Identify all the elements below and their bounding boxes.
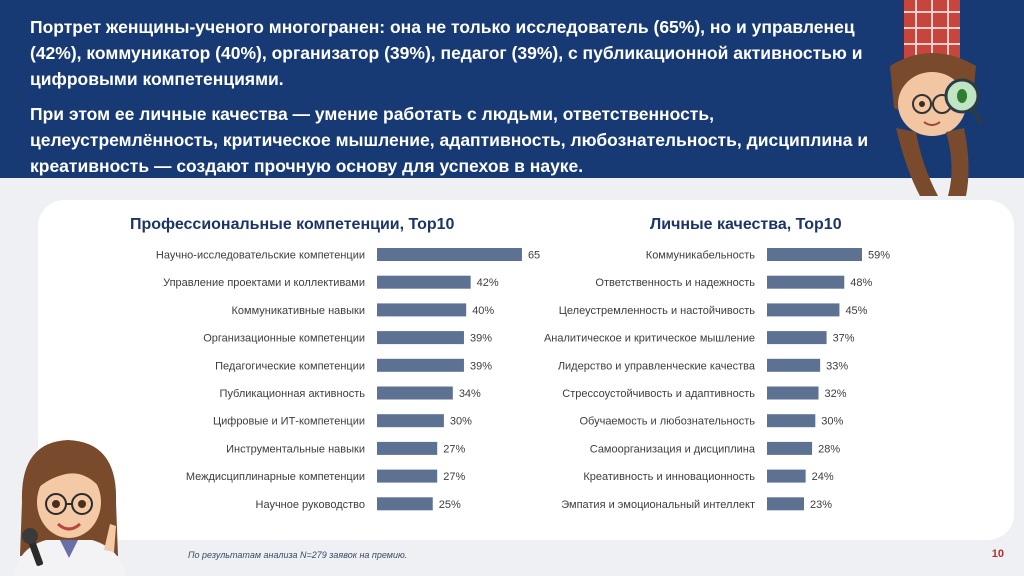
header-paragraph-1: Портрет женщины-ученого многогранен: она… [30,17,863,89]
category-label: Научное руководство [256,499,365,511]
footnote: По результатам анализа N=279 заявок на п… [188,550,408,560]
value-label: 40% [472,305,494,317]
value-label: 25% [439,499,461,511]
category-label: Публикационная активность [220,388,366,400]
chart-title-personal: Личные качества, Top10 [650,216,842,233]
value-label: 65% [528,250,540,262]
bar [767,386,819,400]
value-label: 42% [477,277,499,289]
category-label: Стрессоустойчивость и адаптивность [562,388,755,400]
category-label: Коммуникативные навыки [231,305,365,317]
chart-title-professional: Профессиональные компетенции, Top10 [130,216,455,233]
chart-professional-competencies: Профессиональные компетенции, Top10 Науч… [40,210,540,530]
scientist-with-magnifier-illustration [890,0,984,196]
value-label: 30% [821,416,843,428]
value-label: 27% [443,443,465,455]
bar [377,331,464,345]
bar [377,275,471,289]
value-label: 45% [845,305,867,317]
bar [767,303,840,317]
category-label: Самоорганизация и дисциплина [590,443,756,455]
bar [767,248,862,261]
bar [767,275,845,289]
bar [767,358,821,372]
category-label: Управление проектами и коллективами [163,277,365,289]
header-paragraph-2: При этом ее личные качества — умение раб… [30,104,869,176]
category-label: Обучаемость и любознательность [579,416,755,428]
category-label: Организационные компетенции [203,333,365,345]
bar [377,358,464,372]
value-label: 32% [825,388,847,400]
category-label: Ответственность и надежность [595,277,755,289]
bar [377,441,438,455]
bar [377,414,444,428]
value-label: 48% [850,277,872,289]
category-label: Целеустремленность и настойчивость [559,305,755,317]
chart-professional-svg: Научно-исследовательские компетенции 65% У… [156,248,540,511]
value-label: 30% [450,416,472,428]
value-label: 37% [833,333,855,345]
chart-personal-svg: Коммуникабельность 59% Ответственность и н… [544,248,890,511]
category-label: Коммуникабельность [646,250,755,262]
bar [767,469,806,483]
bar [767,331,827,345]
category-label: Цифровые и ИТ-компетенции [213,416,365,428]
header-banner: Портрет женщины-ученого многогранен: она… [0,0,1024,178]
value-label: 39% [470,360,492,372]
value-label: 39% [470,333,492,345]
category-label: Междисциплинарные компетенции [186,471,365,483]
category-label: Креативность и инновационность [583,471,755,483]
bar [767,497,805,511]
category-label: Лидерство и управленческие качества [558,360,756,372]
bar [377,386,453,400]
value-label: 24% [812,471,834,483]
value-label: 27% [443,471,465,483]
category-label: Научно-исследовательские компетенции [156,250,365,262]
bar [767,414,816,428]
chart-personal-qualities: Личные качества, Top10 Коммуникабельност… [510,210,990,530]
category-label: Аналитическое и критическое мышление [544,333,755,345]
page-number: 10 [991,548,1004,560]
value-label: 59% [868,250,890,262]
header-text: Портрет женщины-ученого многогранен: она… [30,14,870,188]
category-label: Инструментальные навыки [226,443,365,455]
scientist-with-microphone-illustration [14,440,126,576]
bar [377,248,522,261]
category-label: Эмпатия и эмоциональный интеллект [561,499,755,511]
value-label: 23% [810,499,832,511]
bar [767,441,813,455]
value-label: 34% [459,388,481,400]
bar [377,469,438,483]
value-label: 28% [818,443,840,455]
category-label: Педагогические компетенции [215,360,365,372]
value-label: 33% [826,360,848,372]
bar [377,303,467,317]
bar [377,497,433,511]
